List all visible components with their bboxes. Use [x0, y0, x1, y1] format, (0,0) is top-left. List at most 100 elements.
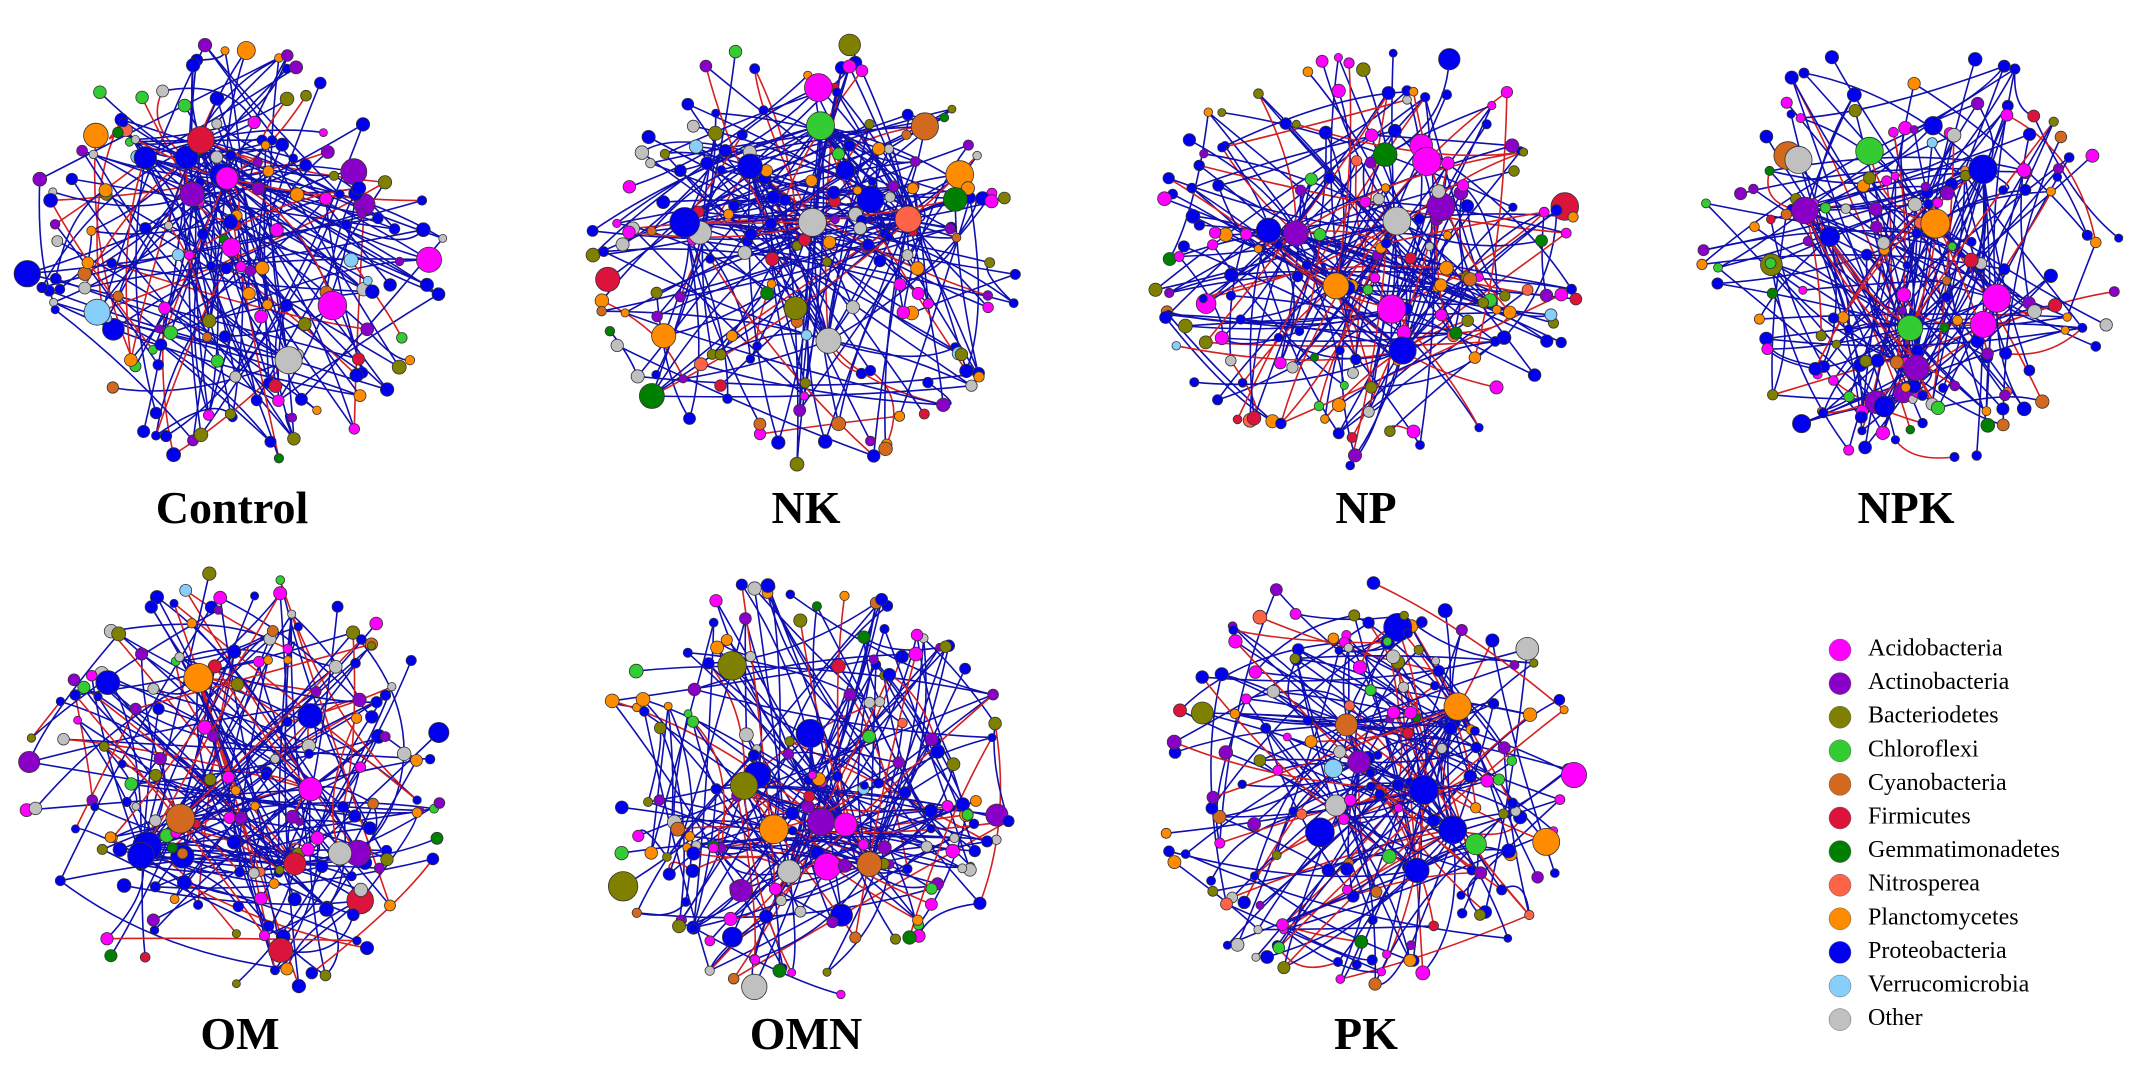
- node: [1470, 802, 1482, 814]
- node: [1388, 336, 1417, 365]
- node: [748, 749, 760, 762]
- node: [294, 392, 308, 406]
- node: [328, 659, 343, 674]
- node: [842, 59, 857, 74]
- node: [298, 777, 323, 802]
- node: [947, 104, 957, 114]
- node: [728, 973, 740, 985]
- node: [1858, 440, 1872, 455]
- node: [939, 112, 950, 123]
- node: [1848, 104, 1862, 118]
- node: [2114, 233, 2124, 243]
- node: [139, 222, 152, 235]
- node: [1382, 206, 1412, 236]
- node: [1909, 125, 1919, 135]
- node: [283, 655, 293, 665]
- node: [1881, 175, 1892, 187]
- edge: [1804, 210, 1823, 336]
- node: [1338, 813, 1350, 825]
- node: [77, 266, 92, 281]
- edge: [1937, 396, 2043, 409]
- node: [1406, 940, 1416, 951]
- edge: [680, 753, 790, 921]
- node: [231, 929, 241, 939]
- node: [1296, 808, 1308, 820]
- edge: [1295, 96, 1426, 234]
- node: [1497, 741, 1511, 755]
- node: [872, 142, 886, 156]
- edge: [53, 170, 269, 304]
- edge: [1226, 903, 1382, 973]
- edge: [1797, 159, 1861, 366]
- node: [76, 144, 88, 157]
- edge: [743, 785, 781, 971]
- node: [1566, 283, 1577, 295]
- edge: [1283, 709, 1565, 969]
- node: [2052, 172, 2063, 182]
- node: [1560, 227, 1572, 239]
- node: [737, 245, 753, 260]
- edge: [954, 199, 980, 378]
- node: [1996, 402, 2010, 416]
- edge: [1179, 220, 1398, 258]
- node: [1291, 270, 1304, 283]
- edge: [1291, 145, 1422, 368]
- edge: [253, 788, 311, 874]
- node: [1946, 127, 1962, 143]
- node: [312, 405, 322, 416]
- node: [736, 129, 748, 141]
- node: [1559, 705, 1569, 715]
- node: [1890, 171, 1900, 181]
- node: [630, 369, 645, 384]
- node: [852, 185, 863, 196]
- node: [1289, 653, 1301, 664]
- edge: [279, 579, 418, 801]
- node: [968, 818, 980, 830]
- edge: [709, 823, 847, 942]
- node: [151, 430, 161, 441]
- node: [749, 63, 761, 75]
- node: [1251, 952, 1261, 962]
- edge: [705, 65, 909, 220]
- edge: [1894, 439, 1955, 459]
- edge: [754, 863, 871, 960]
- node: [1345, 460, 1355, 471]
- node: [1998, 263, 2011, 276]
- node: [798, 207, 827, 237]
- node: [1843, 444, 1855, 456]
- node: [653, 794, 666, 806]
- node: [1441, 89, 1452, 100]
- node: [1941, 291, 1952, 303]
- edge: [1307, 705, 1459, 730]
- node: [1456, 908, 1468, 919]
- node: [1369, 272, 1381, 284]
- edge: [650, 125, 925, 164]
- node: [710, 640, 724, 655]
- node: [331, 600, 344, 613]
- node: [1376, 967, 1387, 977]
- node: [186, 618, 198, 629]
- node: [372, 212, 384, 225]
- node: [305, 966, 319, 980]
- node: [1902, 260, 1912, 270]
- panel-label: PK: [1334, 1008, 1398, 1059]
- node: [1860, 248, 1873, 261]
- node: [1394, 803, 1404, 813]
- node: [708, 125, 723, 141]
- node: [230, 785, 241, 796]
- node: [1870, 353, 1885, 368]
- node: [1802, 235, 1814, 247]
- node: [419, 277, 434, 292]
- node: [656, 195, 671, 210]
- node: [1420, 92, 1431, 103]
- node: [643, 797, 654, 808]
- node: [1255, 217, 1282, 244]
- edge: [55, 278, 388, 391]
- node: [874, 696, 886, 708]
- node: [1348, 609, 1361, 622]
- node: [1876, 236, 1891, 250]
- edge: [692, 693, 851, 929]
- edge: [294, 606, 339, 865]
- node: [1846, 87, 1862, 103]
- node: [711, 108, 721, 118]
